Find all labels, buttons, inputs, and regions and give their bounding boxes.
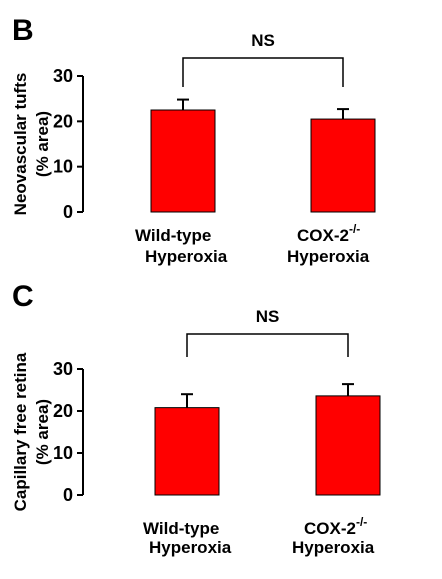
y-tick-label: 10: [53, 157, 73, 177]
panel-c: C 0 10 20 30 NS Capillary free retina (% area) W…: [11, 280, 381, 557]
significance-label: NS: [256, 307, 280, 326]
category-label: COX-2-/-: [304, 515, 367, 538]
y-tick-label: 0: [63, 485, 73, 505]
category-label: COX-2-/-: [297, 222, 360, 245]
y-tick-label: 30: [53, 359, 73, 379]
category-label-main: COX-2: [304, 519, 356, 538]
y-axis-label: (% area): [33, 399, 52, 465]
y-tick-label: 20: [53, 401, 73, 421]
y-axis-label: Capillary free retina: [11, 352, 30, 511]
category-label-superscript: -/-: [349, 222, 360, 236]
category-label: Hyperoxia: [292, 538, 375, 557]
bar: [150, 109, 216, 213]
panel-b: B 0 10 20 30 NS Neovascular tufts (% area) Wild-…: [11, 14, 376, 266]
y-axis-label: Neovascular tufts: [11, 73, 30, 216]
significance-label: NS: [251, 31, 275, 50]
significance-bracket: [182, 57, 344, 87]
bar: [154, 407, 220, 496]
category-label: Hyperoxia: [287, 247, 370, 266]
category-label-main: COX-2: [297, 226, 349, 245]
panel-letter: C: [12, 280, 34, 313]
category-label-superscript: -/-: [356, 515, 367, 529]
y-axis-label: (% area): [33, 111, 52, 177]
panel-letter: B: [12, 14, 34, 47]
significance-bracket: [186, 333, 349, 357]
category-label: Wild-type: [135, 226, 211, 245]
y-tick-label: 20: [53, 111, 73, 131]
y-tick-label: 30: [53, 66, 73, 86]
y-tick-label: 0: [63, 202, 73, 222]
y-tick-label: 10: [53, 443, 73, 463]
category-label: Hyperoxia: [145, 247, 228, 266]
bar: [315, 395, 381, 496]
bar: [310, 118, 376, 213]
category-label: Hyperoxia: [149, 538, 232, 557]
category-label: Wild-type: [143, 519, 219, 538]
